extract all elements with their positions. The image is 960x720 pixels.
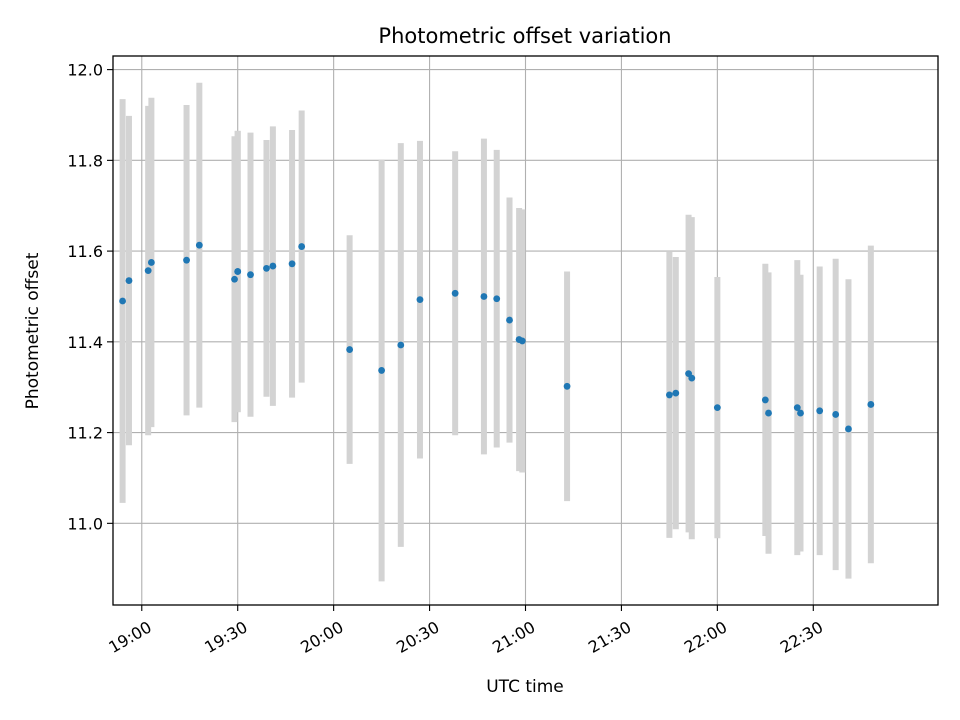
data-point xyxy=(845,425,852,433)
y-tick-label: 11.6 xyxy=(67,242,103,261)
data-point xyxy=(480,293,488,300)
data-point xyxy=(713,404,721,412)
y-tick-label: 11.4 xyxy=(67,333,103,352)
data-point xyxy=(288,260,296,268)
data-point xyxy=(493,295,501,303)
data-point xyxy=(263,264,270,272)
data-point xyxy=(234,268,242,275)
data-point xyxy=(765,409,772,417)
data-point xyxy=(144,267,152,275)
data-point xyxy=(397,341,405,349)
data-point xyxy=(378,367,386,374)
data-point xyxy=(346,346,354,353)
x-axis-label: UTC time xyxy=(486,677,564,697)
data-point xyxy=(195,241,203,249)
data-point xyxy=(832,411,840,418)
data-points xyxy=(119,241,875,433)
data-point xyxy=(231,275,238,283)
data-point xyxy=(665,391,673,399)
data-point xyxy=(672,389,680,397)
data-point xyxy=(298,243,306,250)
data-point xyxy=(688,374,696,382)
data-point xyxy=(797,409,804,417)
y-tick-label: 12.0 xyxy=(67,61,103,80)
data-point xyxy=(125,277,133,284)
data-point xyxy=(506,316,513,324)
y-tick-label: 11.2 xyxy=(67,424,103,443)
y-axis: 11.0 11.2 11.4 11.6 11.8 12.0 xyxy=(67,61,113,533)
y-axis-label: Photometric offset xyxy=(23,252,43,409)
chart-title: Photometric offset variation xyxy=(378,24,671,48)
data-point xyxy=(563,382,571,390)
data-point xyxy=(761,396,769,404)
data-point xyxy=(451,289,459,297)
data-point xyxy=(518,337,526,345)
data-point xyxy=(269,262,277,270)
data-point xyxy=(183,256,190,264)
data-point xyxy=(416,296,424,304)
data-point xyxy=(147,259,155,266)
data-point xyxy=(247,271,254,279)
data-point xyxy=(816,407,824,415)
y-tick-label: 11.0 xyxy=(67,514,103,533)
data-point xyxy=(867,401,875,408)
data-point xyxy=(793,404,801,412)
y-tick-label: 11.8 xyxy=(67,151,103,170)
data-point xyxy=(119,297,126,305)
